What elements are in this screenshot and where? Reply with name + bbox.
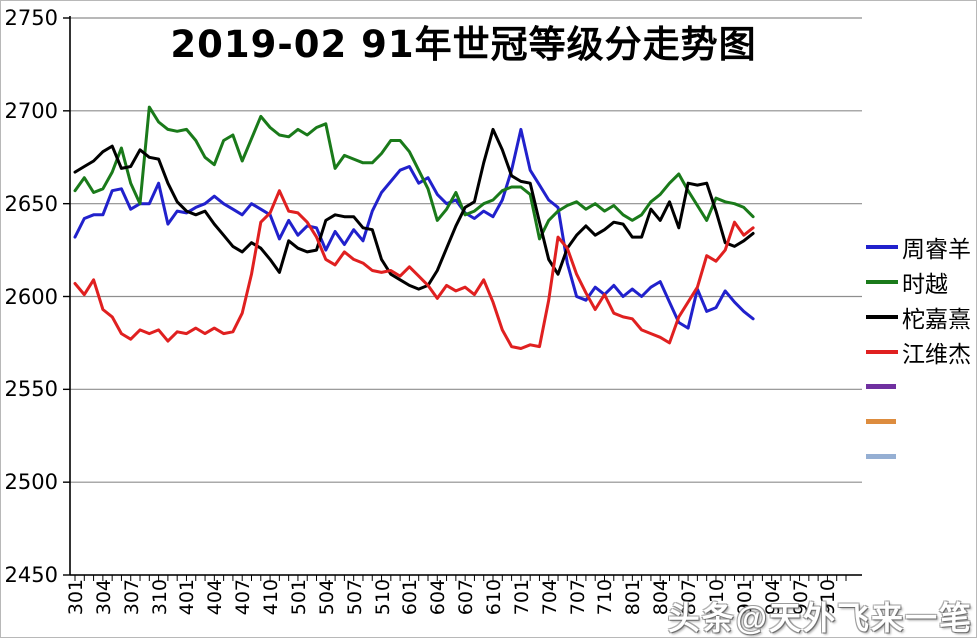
legend-item-unlabeled-6 xyxy=(866,439,974,474)
legend-item-unlabeled-4 xyxy=(866,369,974,404)
x-axis-label-510: 510 xyxy=(371,579,394,616)
series-line-柁嘉熹 xyxy=(73,127,755,291)
y-axis-label-2600: 2600 xyxy=(4,284,58,309)
legend-label: 周睿羊 xyxy=(902,235,971,262)
x-axis-label-707: 707 xyxy=(566,579,589,616)
x-axis-label-604: 604 xyxy=(427,579,450,616)
x-axis-label-607: 607 xyxy=(455,579,478,616)
x-axis-label-410: 410 xyxy=(260,579,283,616)
x-axis-label-304: 304 xyxy=(92,579,115,616)
legend-item-时越: 时越 xyxy=(866,264,974,299)
x-axis-label-610: 610 xyxy=(483,579,505,616)
legend-item-周睿羊: 周睿羊 xyxy=(866,229,974,264)
watermark-text: 头条@天外飞来一笔 xyxy=(667,600,973,636)
chart-title: 2019-02 91年世冠等级分走势图 xyxy=(170,23,757,66)
y-axis-label-2550: 2550 xyxy=(4,377,58,402)
x-axis-label-801: 801 xyxy=(622,579,645,616)
legend-label: 柁嘉熹 xyxy=(902,305,971,332)
legend-item-unlabeled-5 xyxy=(866,404,974,439)
x-axis-label-601: 601 xyxy=(399,579,422,616)
x-axis-label-504: 504 xyxy=(315,579,338,616)
y-axis-label-2500: 2500 xyxy=(4,470,58,495)
legend-item-柁嘉熹: 柁嘉熹 xyxy=(866,299,974,334)
x-axis-label-710: 710 xyxy=(594,579,617,616)
x-axis-label-704: 704 xyxy=(538,579,561,616)
legend: 周睿羊时越柁嘉熹江维杰 xyxy=(866,229,974,474)
y-axis-label-2700: 2700 xyxy=(4,98,58,123)
legend-label: 江维杰 xyxy=(902,340,971,367)
y-axis-label-2650: 2650 xyxy=(4,191,58,216)
x-axis-label-507: 507 xyxy=(343,579,366,616)
legend-item-江维杰: 江维杰 xyxy=(866,334,974,369)
y-axis-label-2750: 2750 xyxy=(4,6,58,30)
legend-swatch-icon xyxy=(866,384,896,389)
legend-swatch-icon xyxy=(866,419,896,424)
x-axis-label-310: 310 xyxy=(148,579,171,616)
x-axis-label-307: 307 xyxy=(120,579,143,616)
legend-swatch-icon xyxy=(866,279,898,284)
series-line-时越 xyxy=(73,105,755,241)
legend-swatch-icon xyxy=(866,244,898,249)
y-axis-label-2450: 2450 xyxy=(4,563,58,587)
x-axis-label-701: 701 xyxy=(510,579,533,616)
legend-swatch-icon xyxy=(866,454,896,459)
series-line-江维杰 xyxy=(73,189,755,350)
legend-swatch-icon xyxy=(866,349,898,354)
x-axis-label-404: 404 xyxy=(204,579,227,616)
legend-label: 时越 xyxy=(902,270,948,297)
x-axis-label-401: 401 xyxy=(176,579,199,616)
x-axis-label-501: 501 xyxy=(287,579,310,616)
x-axis-label-301: 301 xyxy=(65,579,87,616)
legend-swatch-icon xyxy=(866,314,898,319)
x-axis-label-407: 407 xyxy=(232,579,255,616)
